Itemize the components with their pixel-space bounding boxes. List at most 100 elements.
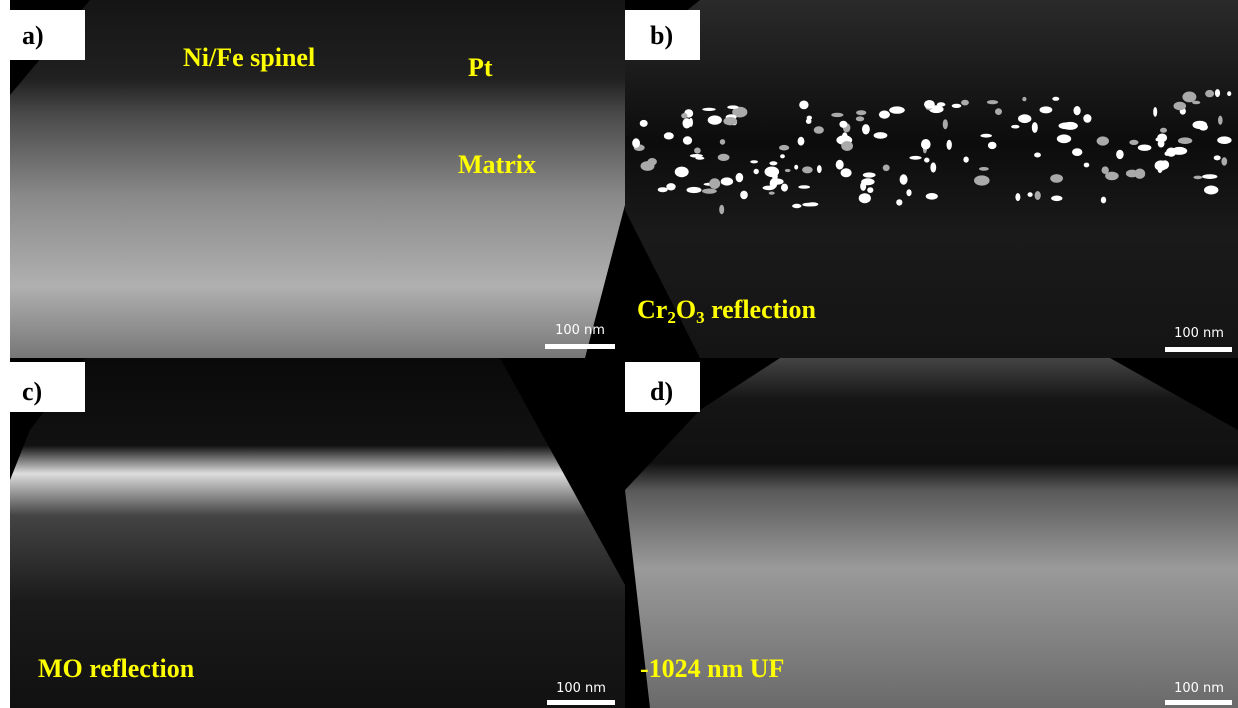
precipitate	[814, 126, 824, 134]
precipitate	[1156, 138, 1161, 142]
precipitate	[720, 139, 725, 145]
precipitate	[900, 174, 908, 184]
scale-bar-label: 100 nm	[1174, 681, 1224, 696]
precipitate	[690, 154, 703, 158]
precipitate	[963, 157, 968, 163]
precipitate	[1097, 136, 1109, 145]
precipitate	[937, 102, 946, 106]
precipitate	[1166, 148, 1176, 157]
precipitate	[1205, 90, 1214, 97]
precipitate	[841, 141, 853, 151]
precipitate	[736, 173, 744, 182]
precipitate	[781, 184, 788, 192]
precipitate	[719, 205, 724, 215]
precipitate	[802, 166, 813, 173]
scale-bar	[547, 700, 615, 705]
annotation: MO reflection	[38, 654, 195, 683]
precipitate	[1221, 157, 1227, 165]
precipitate	[675, 167, 689, 178]
precipitate	[1215, 89, 1220, 97]
precipitate	[883, 165, 890, 172]
precipitate	[794, 165, 798, 170]
precipitate	[765, 167, 780, 178]
precipitate	[640, 120, 648, 127]
precipitate	[860, 182, 866, 191]
precipitate	[924, 100, 935, 109]
precipitate	[792, 204, 801, 208]
precipitate	[1015, 193, 1020, 201]
precipitate	[750, 160, 758, 163]
precipitate	[1155, 160, 1168, 170]
precipitate	[799, 101, 808, 110]
precipitate	[1160, 128, 1167, 133]
precipitate	[709, 178, 720, 189]
precipitate	[798, 137, 805, 146]
precipitate	[1116, 150, 1124, 159]
precipitate	[1193, 121, 1208, 129]
precipitate	[980, 134, 992, 138]
precipitate	[1059, 122, 1075, 129]
precipitate	[1178, 137, 1192, 144]
annotation: -1024 nm UF	[640, 654, 784, 683]
precipitate	[1050, 174, 1063, 183]
precipitate	[658, 187, 668, 192]
precipitate	[863, 172, 876, 177]
precipitate	[694, 148, 701, 154]
precipitate	[896, 199, 902, 205]
precipitate	[1032, 122, 1038, 133]
precipitate	[839, 121, 847, 128]
precipitate	[874, 132, 888, 139]
precipitate	[1101, 197, 1106, 204]
precipitate	[867, 187, 873, 193]
scale-bar-label: 100 nm	[555, 323, 605, 338]
precipitate	[947, 140, 952, 150]
precipitate	[1084, 163, 1090, 168]
precipitate	[1022, 97, 1026, 101]
scale-bar	[545, 344, 615, 349]
precipitate	[926, 193, 938, 200]
precipitate	[974, 175, 990, 185]
precipitate	[1217, 136, 1231, 144]
precipitate	[802, 203, 815, 207]
panel-label: b)	[650, 21, 673, 50]
precipitate	[1052, 97, 1059, 101]
precipitate	[727, 105, 738, 109]
precipitate	[721, 177, 733, 185]
precipitate	[681, 113, 687, 118]
precipitate	[1034, 153, 1041, 158]
scale-bar	[1165, 347, 1232, 352]
precipitate	[906, 189, 911, 196]
annotation: Cr2O3 reflection	[637, 295, 817, 327]
scale-bar-label: 100 nm	[1174, 326, 1224, 341]
precipitate	[1204, 186, 1218, 195]
precipitate	[1126, 170, 1138, 178]
precipitate	[769, 161, 777, 165]
precipitate	[702, 189, 717, 194]
precipitate	[979, 167, 989, 171]
precipitate	[1040, 106, 1053, 113]
precipitate	[1193, 176, 1202, 180]
precipitate	[780, 154, 785, 158]
precipitate	[648, 158, 657, 165]
micrograph	[10, 0, 625, 358]
precipitate	[798, 185, 810, 189]
precipitate	[961, 100, 969, 106]
panel-label: d)	[650, 377, 673, 406]
panel-label: c)	[22, 377, 42, 406]
precipitate	[689, 118, 693, 127]
precipitate	[702, 108, 715, 111]
precipitate	[924, 158, 929, 163]
precipitate	[683, 136, 692, 144]
precipitate	[1227, 91, 1231, 96]
precipitate	[718, 154, 730, 161]
annotation: Matrix	[458, 150, 536, 179]
precipitate	[859, 193, 871, 203]
precipitate	[1153, 107, 1157, 117]
precipitate	[1018, 114, 1031, 123]
precipitate	[856, 116, 864, 121]
precipitate	[1138, 145, 1152, 151]
precipitate	[1214, 155, 1221, 160]
precipitate	[740, 191, 748, 200]
precipitate	[909, 156, 921, 160]
precipitate	[1218, 116, 1223, 125]
